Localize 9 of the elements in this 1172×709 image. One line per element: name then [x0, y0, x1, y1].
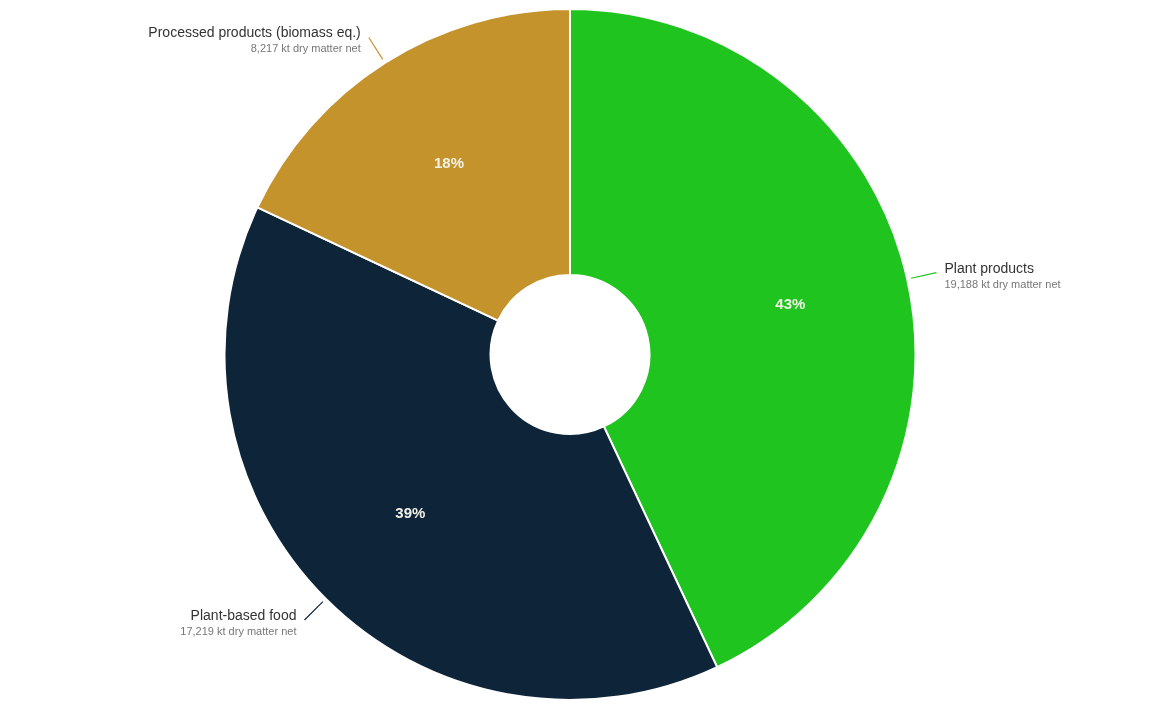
data-label: 43%: [775, 295, 806, 313]
text: 17,219 kt dry matter net: [180, 625, 297, 638]
text: 19,188 kt dry matter net: [944, 277, 1061, 290]
slice-label: Plant-based food: [190, 607, 297, 624]
slice-label: Processed products (biomass eq.): [148, 24, 361, 41]
slice-label: Plant products: [944, 259, 1034, 276]
data-label: 39%: [395, 504, 426, 522]
text: 8,217 kt dry matter net: [250, 42, 361, 55]
data-label: 18%: [434, 154, 465, 171]
